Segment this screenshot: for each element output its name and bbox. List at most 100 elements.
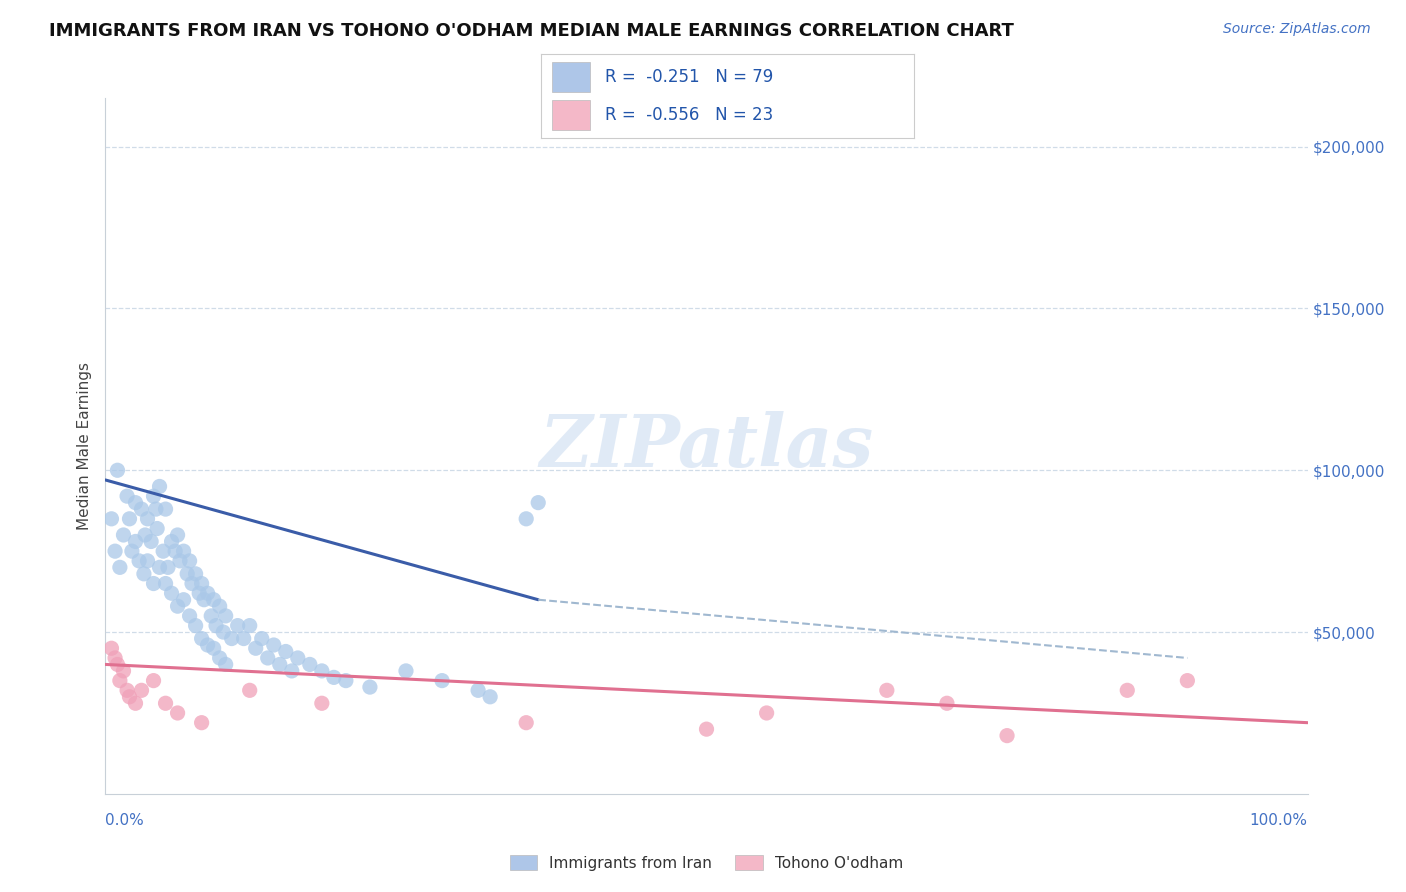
Point <box>124 495 146 509</box>
Point <box>152 544 174 558</box>
Point <box>115 489 138 503</box>
Point <box>395 664 418 678</box>
Point <box>184 566 207 581</box>
Point <box>100 641 122 656</box>
Point <box>212 625 235 640</box>
Point <box>104 544 127 558</box>
Point <box>359 680 381 694</box>
Point <box>118 690 141 704</box>
Point <box>107 463 129 477</box>
Point <box>155 696 177 710</box>
Point <box>515 512 537 526</box>
Point <box>160 534 183 549</box>
Point <box>208 599 231 614</box>
Point <box>124 696 146 710</box>
Point <box>226 618 249 632</box>
Point <box>142 673 165 688</box>
Point <box>995 729 1018 743</box>
Point <box>274 644 297 658</box>
Point <box>173 544 195 558</box>
Y-axis label: Median Male Earnings: Median Male Earnings <box>77 362 93 530</box>
Point <box>148 560 170 574</box>
Point <box>166 706 188 720</box>
Point <box>256 651 278 665</box>
Point <box>696 722 718 736</box>
Point <box>311 696 333 710</box>
Point <box>269 657 291 672</box>
Point <box>527 495 550 509</box>
Point <box>263 638 285 652</box>
Point <box>202 592 225 607</box>
Point <box>239 683 262 698</box>
Point <box>100 512 122 526</box>
Point <box>148 479 170 493</box>
Point <box>515 715 537 730</box>
Point <box>128 554 150 568</box>
Point <box>287 651 309 665</box>
Text: IMMIGRANTS FROM IRAN VS TOHONO O'ODHAM MEDIAN MALE EARNINGS CORRELATION CHART: IMMIGRANTS FROM IRAN VS TOHONO O'ODHAM M… <box>49 22 1014 40</box>
Point <box>136 512 159 526</box>
Point <box>166 528 188 542</box>
Point <box>107 657 129 672</box>
Point <box>121 544 143 558</box>
Point <box>197 638 219 652</box>
Text: 0.0%: 0.0% <box>105 814 145 828</box>
Point <box>166 599 188 614</box>
Point <box>146 522 169 536</box>
Text: Source: ZipAtlas.com: Source: ZipAtlas.com <box>1223 22 1371 37</box>
Point <box>298 657 321 672</box>
Bar <box>553 100 589 130</box>
Point <box>197 586 219 600</box>
Point <box>202 641 225 656</box>
Point <box>936 696 959 710</box>
Bar <box>553 62 589 92</box>
Point <box>205 618 228 632</box>
Point <box>245 641 267 656</box>
Point <box>160 586 183 600</box>
Point <box>200 608 222 623</box>
Point <box>190 576 212 591</box>
Point <box>214 608 236 623</box>
Point <box>155 576 177 591</box>
Point <box>118 512 141 526</box>
Point <box>184 618 207 632</box>
Point <box>188 586 211 600</box>
Point <box>214 657 236 672</box>
Point <box>108 673 131 688</box>
Point <box>112 528 135 542</box>
Point <box>104 651 127 665</box>
Point <box>131 683 153 698</box>
Point <box>190 715 212 730</box>
Point <box>134 528 156 542</box>
Point <box>335 673 357 688</box>
Text: R =  -0.556   N = 23: R = -0.556 N = 23 <box>605 106 773 124</box>
Point <box>108 560 131 574</box>
Point <box>169 554 191 568</box>
Point <box>155 502 177 516</box>
Point <box>1175 673 1198 688</box>
Point <box>239 618 262 632</box>
Point <box>1116 683 1139 698</box>
Point <box>430 673 453 688</box>
Point <box>467 683 489 698</box>
Point <box>250 632 273 646</box>
Point <box>132 566 155 581</box>
Point <box>139 534 162 549</box>
Text: 100.0%: 100.0% <box>1250 814 1308 828</box>
Point <box>145 502 167 516</box>
Point <box>876 683 898 698</box>
Point <box>179 554 201 568</box>
Point <box>232 632 254 646</box>
Point <box>112 664 135 678</box>
Point <box>142 489 165 503</box>
Point <box>142 576 165 591</box>
Point <box>179 608 201 623</box>
Point <box>193 592 215 607</box>
Text: R =  -0.251   N = 79: R = -0.251 N = 79 <box>605 68 773 86</box>
Point <box>181 576 204 591</box>
Point <box>322 670 344 684</box>
Point <box>479 690 502 704</box>
Point <box>131 502 153 516</box>
Point <box>124 534 146 549</box>
Text: ZIPatlas: ZIPatlas <box>540 410 873 482</box>
